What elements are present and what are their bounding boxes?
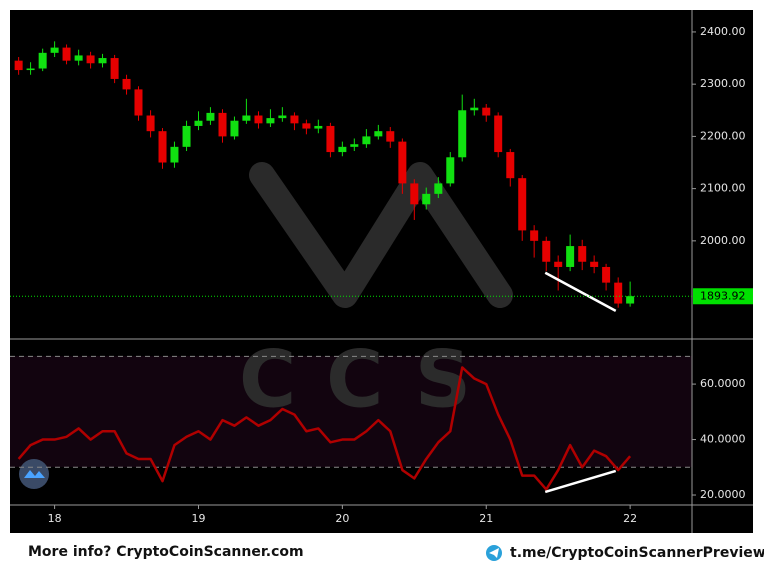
indicator-icon[interactable] [19, 459, 49, 489]
candle-body [602, 266, 611, 283]
x-tick-label: 18 [48, 512, 62, 525]
footer-left: More info? CryptoCoinScanner.com [28, 544, 304, 560]
candle-body [146, 115, 155, 132]
watermark: CCS [239, 335, 501, 425]
candle-body [482, 107, 491, 116]
candle-body [74, 55, 83, 61]
candle-body [554, 261, 563, 267]
candle-body [362, 136, 371, 145]
candle-body [314, 125, 323, 129]
candle-body [98, 58, 107, 64]
candle-body [422, 193, 431, 205]
candle-body [254, 115, 263, 124]
telegram-glyph [489, 548, 499, 558]
candle-body [86, 55, 95, 64]
y-tick-label: 60.0000 [700, 377, 746, 390]
candle-body [338, 146, 347, 153]
y-tick-label: 2300.00 [700, 77, 746, 90]
trendline [544, 469, 617, 494]
last-price-label: 1893.92 [700, 289, 746, 302]
candle-body [38, 52, 47, 69]
rsi-line [17, 366, 632, 491]
candle-body [50, 47, 59, 53]
candle-body [122, 78, 131, 90]
y-tick-label: 20.0000 [700, 488, 746, 501]
candle-body [350, 144, 359, 147]
logo-watermark [249, 162, 513, 308]
footer-right: t.me/CryptoCoinScannerPreview [510, 545, 764, 561]
y-tick-label: 2100.00 [700, 182, 746, 195]
candle-body [590, 261, 599, 267]
candle-body [194, 120, 203, 126]
y-tick-label: 40.0000 [700, 433, 746, 446]
candle-body [326, 125, 335, 153]
candle-body [458, 110, 467, 158]
candle-body [494, 115, 503, 153]
candle-body [530, 230, 539, 241]
candle-body [542, 240, 551, 262]
candle-body [230, 120, 239, 137]
candle-body [374, 131, 383, 137]
candle-body [566, 246, 575, 267]
candle-body [410, 183, 419, 205]
candle-body [134, 89, 143, 116]
candle-body [182, 125, 191, 147]
candle-body [170, 146, 179, 163]
candle-body [110, 58, 119, 79]
y-tick-label: 2000.00 [700, 234, 746, 247]
candle-body [290, 115, 299, 124]
candle-body [14, 60, 23, 71]
candle-body [242, 115, 251, 121]
x-tick-label: 21 [479, 512, 493, 525]
candle-body [506, 152, 515, 179]
x-tick-label: 22 [623, 512, 637, 525]
candle-body [398, 141, 407, 184]
candle-body [266, 118, 275, 124]
last-price-box [693, 288, 753, 305]
candle-body [62, 47, 71, 61]
candle-body [470, 107, 479, 111]
y-tick-label: 2200.00 [700, 129, 746, 142]
candle-body [26, 68, 35, 71]
trendline [544, 271, 617, 312]
x-tick-label: 20 [335, 512, 349, 525]
candle-body [614, 282, 623, 304]
candle-body [206, 112, 215, 121]
candle-body [626, 296, 635, 304]
indicator-icon-glyph [24, 470, 45, 478]
candle-body [386, 131, 395, 142]
candle-body [434, 183, 443, 194]
x-tick-label: 19 [191, 512, 205, 525]
candle-body [446, 157, 455, 184]
y-tick-label: 2400.00 [700, 25, 746, 38]
candle-body [578, 246, 587, 262]
candle-body [278, 115, 287, 119]
candle-body [302, 123, 311, 129]
candle-body [218, 112, 227, 137]
candle-body [518, 178, 527, 231]
candle-body [158, 131, 167, 163]
